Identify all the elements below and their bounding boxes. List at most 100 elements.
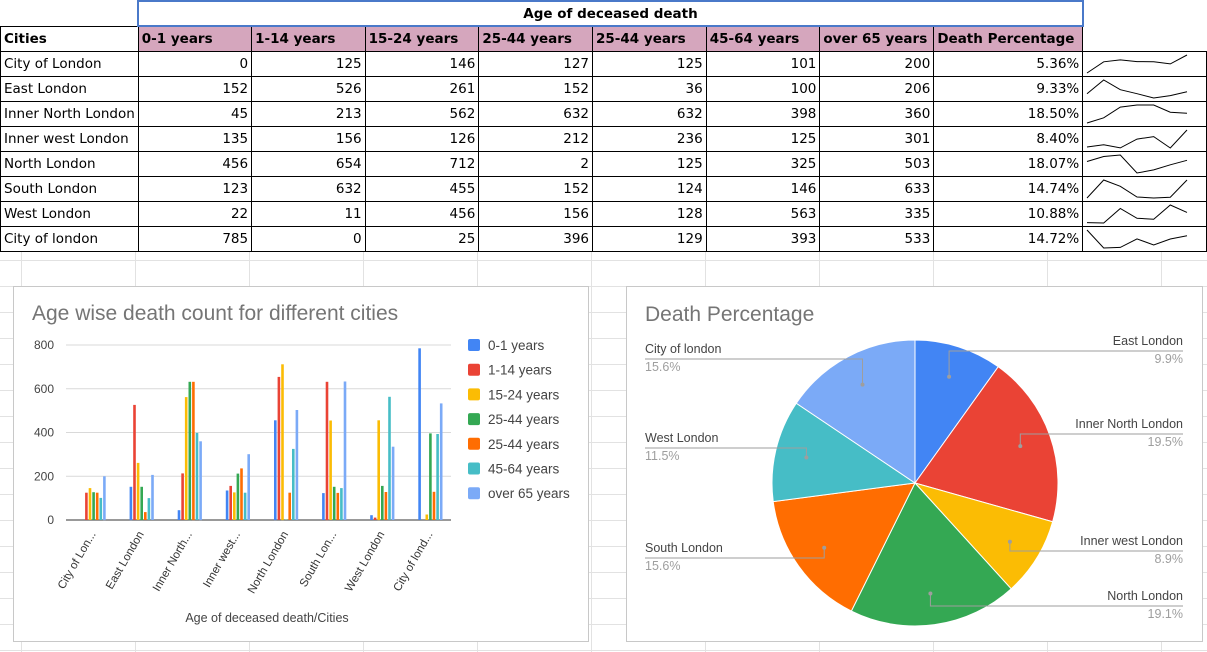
bar[interactable] [188, 381, 192, 521]
percentage-cell[interactable]: 9.33% [933, 75, 1084, 102]
bar[interactable] [292, 448, 295, 520]
value-cell[interactable]: 632 [478, 100, 594, 127]
city-cell[interactable]: City of London [0, 50, 139, 77]
city-cell[interactable]: South London [0, 175, 139, 202]
value-cell[interactable]: 396 [478, 225, 594, 252]
empty-cell[interactable] [1083, 26, 1207, 51]
value-cell[interactable]: 200 [819, 50, 935, 77]
value-cell[interactable]: 146 [705, 175, 821, 202]
bar[interactable] [103, 476, 106, 521]
value-cell[interactable]: 127 [478, 50, 594, 77]
value-cell[interactable]: 25 [364, 225, 480, 252]
value-cell[interactable]: 100 [705, 75, 821, 102]
city-cell[interactable]: Inner North London [0, 100, 139, 127]
value-cell[interactable]: 36 [592, 75, 707, 102]
value-cell[interactable]: 0 [251, 225, 366, 252]
value-cell[interactable]: 503 [819, 150, 935, 177]
bar[interactable] [195, 432, 199, 520]
empty-cell[interactable] [1, 1, 139, 26]
value-cell[interactable]: 152 [478, 175, 594, 202]
pie-slice[interactable] [795, 339, 916, 484]
bar[interactable] [99, 497, 103, 520]
percentage-cell[interactable]: 5.36% [933, 50, 1084, 77]
city-cell[interactable]: City of london [0, 225, 139, 252]
value-cell[interactable]: 124 [592, 175, 707, 202]
bar[interactable] [151, 474, 154, 520]
bar[interactable] [336, 492, 340, 520]
bar[interactable] [240, 468, 243, 520]
table-title-cell[interactable]: Age of deceased death [137, 0, 1084, 27]
bar[interactable] [281, 364, 284, 521]
city-cell[interactable]: North London [0, 150, 139, 177]
bar[interactable] [388, 396, 391, 520]
value-cell[interactable]: 393 [705, 225, 821, 252]
percentage-cell[interactable]: 18.50% [933, 100, 1084, 127]
column-header[interactable]: 0-1 years [137, 25, 253, 52]
sparkline-cell[interactable] [1082, 225, 1207, 252]
value-cell[interactable]: 398 [705, 100, 821, 127]
bar[interactable] [243, 492, 247, 520]
sparkline-cell[interactable] [1082, 50, 1207, 77]
sparkline-cell[interactable] [1082, 75, 1207, 102]
bar[interactable] [373, 517, 377, 520]
bar[interactable] [177, 510, 181, 520]
bar[interactable] [88, 488, 92, 520]
bar[interactable] [439, 403, 443, 520]
bar[interactable] [181, 473, 184, 520]
value-cell[interactable]: 301 [819, 125, 935, 152]
bar[interactable] [95, 492, 99, 520]
value-cell[interactable]: 213 [251, 100, 366, 127]
bar[interactable] [329, 420, 332, 521]
bar[interactable] [418, 348, 421, 520]
value-cell[interactable]: 128 [592, 200, 707, 227]
column-header[interactable]: 25-44 years [478, 25, 594, 52]
bar[interactable] [147, 498, 151, 520]
bar[interactable] [92, 492, 95, 520]
bar[interactable] [384, 492, 388, 520]
bar[interactable] [144, 512, 147, 520]
bar[interactable] [229, 485, 232, 520]
value-cell[interactable]: 125 [251, 50, 366, 77]
value-cell[interactable]: 526 [251, 75, 366, 102]
value-cell[interactable]: 0 [137, 50, 253, 77]
bar[interactable] [184, 397, 188, 520]
city-cell[interactable]: Inner west London [0, 125, 139, 152]
bar[interactable] [136, 462, 140, 520]
bar[interactable] [199, 441, 202, 521]
value-cell[interactable]: 456 [364, 200, 480, 227]
value-cell[interactable]: 125 [592, 50, 707, 77]
bar[interactable] [129, 486, 133, 521]
pie-chart-panel[interactable]: Death Percentage East London 9.9% Inner No… [626, 286, 1203, 642]
value-cell[interactable]: 11 [251, 200, 366, 227]
value-cell[interactable]: 335 [819, 200, 935, 227]
bar[interactable] [381, 485, 384, 520]
value-cell[interactable]: 123 [137, 175, 253, 202]
value-cell[interactable]: 236 [592, 125, 707, 152]
value-cell[interactable]: 2 [478, 150, 594, 177]
value-cell[interactable]: 533 [819, 225, 935, 252]
pie-slice[interactable] [914, 366, 1059, 523]
bar[interactable] [288, 492, 291, 520]
value-cell[interactable]: 156 [251, 125, 366, 152]
percentage-cell[interactable]: 14.74% [933, 175, 1084, 202]
bar[interactable] [343, 381, 347, 521]
bar[interactable] [247, 454, 250, 520]
value-cell[interactable]: 712 [364, 150, 480, 177]
bar[interactable] [325, 381, 329, 521]
pie-slice[interactable] [850, 482, 1012, 627]
value-cell[interactable]: 563 [705, 200, 821, 227]
bar[interactable] [377, 420, 380, 521]
value-cell[interactable]: 125 [592, 150, 707, 177]
city-cell[interactable]: West London [0, 200, 139, 227]
pie-slice[interactable] [772, 482, 916, 612]
bar[interactable] [274, 420, 277, 521]
bar[interactable] [140, 486, 143, 521]
empty-cell[interactable] [1083, 1, 1207, 26]
bar[interactable] [295, 410, 299, 520]
column-header[interactable]: 15-24 years [364, 25, 480, 52]
column-header[interactable]: 1-14 years [251, 25, 366, 52]
bar[interactable] [277, 376, 281, 520]
bar[interactable] [370, 515, 373, 520]
pie-slice[interactable] [913, 482, 1054, 590]
pie-slice[interactable] [914, 339, 999, 485]
